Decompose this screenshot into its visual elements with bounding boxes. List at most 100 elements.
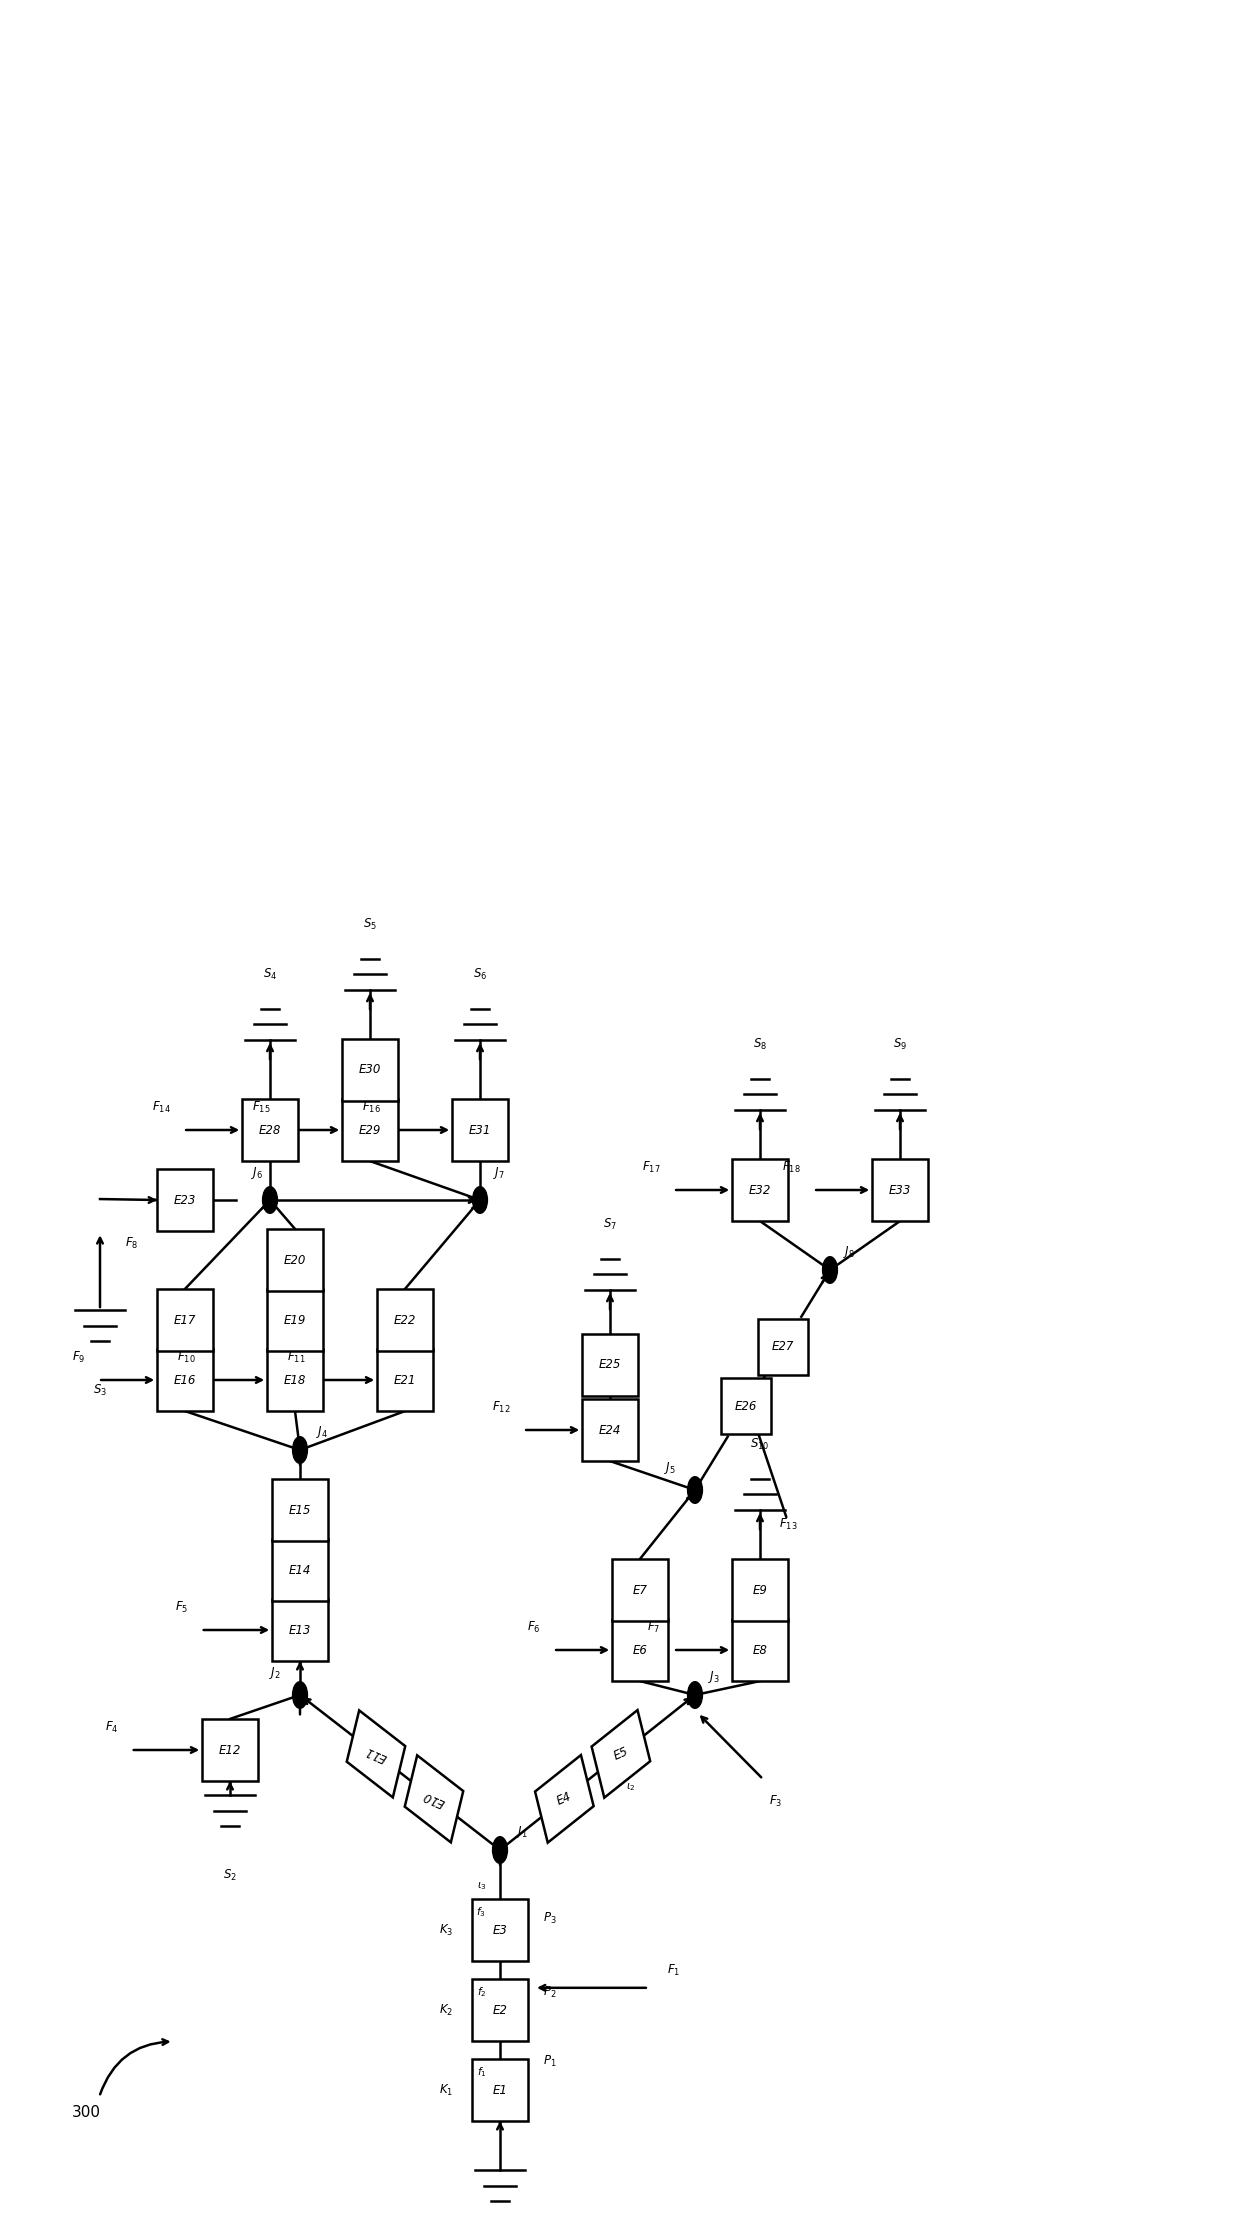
Text: F$_{12}$: F$_{12}$ bbox=[492, 1400, 511, 1416]
Text: ι$_2$: ι$_2$ bbox=[626, 1782, 636, 1793]
Text: F$_7$: F$_7$ bbox=[647, 1620, 661, 1635]
Text: f$_3$: f$_3$ bbox=[476, 1906, 486, 1919]
Bar bbox=[342, 1038, 398, 1101]
Circle shape bbox=[263, 1187, 278, 1214]
Text: E23: E23 bbox=[174, 1194, 196, 1207]
Text: E24: E24 bbox=[599, 1425, 621, 1436]
Text: E21: E21 bbox=[394, 1374, 417, 1387]
Bar bbox=[202, 1720, 258, 1782]
Bar bbox=[534, 1755, 594, 1842]
Bar bbox=[732, 1560, 787, 1622]
Text: F$_5$: F$_5$ bbox=[175, 1600, 188, 1615]
Text: F$_4$: F$_4$ bbox=[104, 1720, 118, 1735]
Text: E16: E16 bbox=[174, 1374, 196, 1387]
Text: P$_2$: P$_2$ bbox=[543, 1984, 557, 1999]
Text: E13: E13 bbox=[289, 1624, 311, 1635]
Text: ι$_3$: ι$_3$ bbox=[476, 1879, 486, 1891]
Circle shape bbox=[492, 1837, 507, 1864]
Bar bbox=[582, 1398, 637, 1460]
Bar bbox=[732, 1158, 787, 1220]
Text: E22: E22 bbox=[394, 1314, 417, 1327]
Bar bbox=[453, 1098, 508, 1161]
Text: S$_6$: S$_6$ bbox=[472, 967, 487, 983]
Circle shape bbox=[687, 1682, 702, 1709]
Bar bbox=[591, 1711, 650, 1797]
Text: S$_2$: S$_2$ bbox=[223, 1868, 237, 1884]
Text: F$_3$: F$_3$ bbox=[769, 1793, 782, 1808]
Bar bbox=[613, 1560, 668, 1622]
Text: E1: E1 bbox=[492, 2084, 507, 2097]
Circle shape bbox=[293, 1682, 308, 1709]
Bar bbox=[267, 1289, 322, 1351]
Text: S$_4$: S$_4$ bbox=[263, 967, 278, 983]
Bar bbox=[472, 1899, 528, 1962]
Text: J$_2$: J$_2$ bbox=[269, 1664, 281, 1680]
Text: E18: E18 bbox=[284, 1374, 306, 1387]
Bar bbox=[732, 1620, 787, 1682]
Text: E17: E17 bbox=[174, 1314, 196, 1327]
Text: E26: E26 bbox=[735, 1400, 758, 1414]
Text: F$_{13}$: F$_{13}$ bbox=[779, 1518, 797, 1531]
Text: S$_5$: S$_5$ bbox=[363, 916, 377, 932]
Text: P$_3$: P$_3$ bbox=[543, 1911, 557, 1926]
Text: E15: E15 bbox=[289, 1504, 311, 1516]
Text: E19: E19 bbox=[284, 1314, 306, 1327]
Text: F$_1$: F$_1$ bbox=[667, 1962, 681, 1977]
Bar bbox=[272, 1600, 327, 1662]
Text: E33: E33 bbox=[889, 1183, 911, 1196]
Text: S$_8$: S$_8$ bbox=[753, 1036, 768, 1052]
Text: E11: E11 bbox=[363, 1744, 389, 1764]
Bar bbox=[267, 1349, 322, 1411]
Text: E3: E3 bbox=[492, 1924, 507, 1937]
Bar bbox=[472, 1979, 528, 2041]
Text: F$_{11}$: F$_{11}$ bbox=[288, 1349, 306, 1365]
Bar bbox=[267, 1229, 322, 1291]
Text: K$_2$: K$_2$ bbox=[439, 2002, 453, 2017]
Text: S$_3$: S$_3$ bbox=[93, 1382, 107, 1398]
Text: E5: E5 bbox=[611, 1744, 630, 1762]
Bar bbox=[404, 1755, 464, 1842]
Text: E32: E32 bbox=[749, 1183, 771, 1196]
Bar bbox=[157, 1349, 213, 1411]
Bar bbox=[342, 1098, 398, 1161]
Bar bbox=[272, 1478, 327, 1540]
Text: E2: E2 bbox=[492, 2004, 507, 2017]
Text: E29: E29 bbox=[358, 1123, 381, 1136]
Text: E9: E9 bbox=[753, 1584, 768, 1595]
Text: E27: E27 bbox=[771, 1340, 794, 1354]
Text: 300: 300 bbox=[72, 2106, 102, 2119]
Text: S$_7$: S$_7$ bbox=[603, 1218, 618, 1232]
Text: K$_1$: K$_1$ bbox=[439, 2081, 453, 2097]
Circle shape bbox=[687, 1476, 702, 1502]
Text: E14: E14 bbox=[289, 1564, 311, 1575]
Text: J$_6$: J$_6$ bbox=[252, 1165, 264, 1181]
Text: S$_9$: S$_9$ bbox=[893, 1036, 908, 1052]
Text: J$_7$: J$_7$ bbox=[492, 1165, 505, 1181]
Text: F$_{15}$: F$_{15}$ bbox=[252, 1101, 270, 1116]
Text: E30: E30 bbox=[358, 1063, 381, 1076]
Text: J$_5$: J$_5$ bbox=[665, 1460, 676, 1476]
Text: E31: E31 bbox=[469, 1123, 491, 1136]
Text: J$_4$: J$_4$ bbox=[316, 1425, 329, 1440]
Bar bbox=[758, 1318, 808, 1376]
Text: f$_1$: f$_1$ bbox=[476, 2066, 486, 2079]
Text: K$_3$: K$_3$ bbox=[439, 1922, 453, 1937]
Bar bbox=[472, 2059, 528, 2121]
Text: J$_8$: J$_8$ bbox=[842, 1245, 854, 1260]
Bar bbox=[272, 1540, 327, 1602]
Text: E8: E8 bbox=[753, 1644, 768, 1658]
Text: E7: E7 bbox=[632, 1584, 647, 1595]
Text: F$_{10}$: F$_{10}$ bbox=[177, 1349, 196, 1365]
Text: f$_2$: f$_2$ bbox=[476, 1986, 486, 1999]
Circle shape bbox=[293, 1436, 308, 1462]
Text: E4: E4 bbox=[556, 1791, 574, 1808]
Circle shape bbox=[822, 1256, 837, 1283]
Circle shape bbox=[472, 1187, 487, 1214]
Text: S$_{10}$: S$_{10}$ bbox=[750, 1438, 770, 1451]
Bar bbox=[347, 1711, 405, 1797]
Text: P$_1$: P$_1$ bbox=[543, 2053, 557, 2068]
Bar bbox=[242, 1098, 298, 1161]
Bar bbox=[157, 1289, 213, 1351]
Text: F$_{18}$: F$_{18}$ bbox=[782, 1161, 801, 1176]
Text: J$_3$: J$_3$ bbox=[708, 1669, 719, 1684]
